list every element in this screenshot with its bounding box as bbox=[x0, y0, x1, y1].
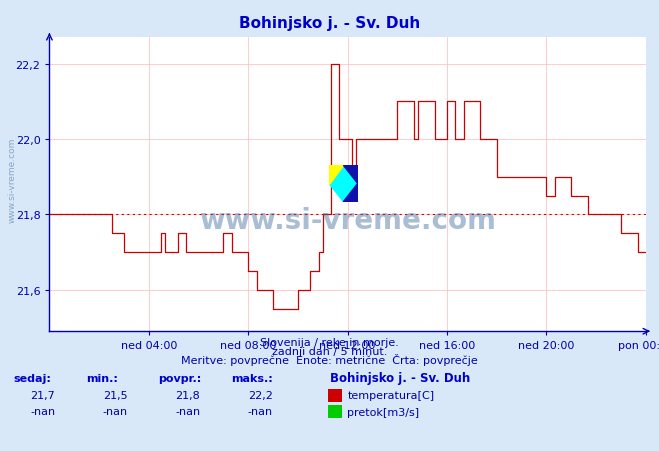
Text: www.si-vreme.com: www.si-vreme.com bbox=[199, 206, 496, 234]
Text: www.si-vreme.com: www.si-vreme.com bbox=[8, 138, 17, 223]
Text: povpr.:: povpr.: bbox=[158, 373, 202, 383]
Text: Bohinjsko j. - Sv. Duh: Bohinjsko j. - Sv. Duh bbox=[330, 371, 470, 384]
Text: 21,5: 21,5 bbox=[103, 390, 128, 400]
Text: -nan: -nan bbox=[103, 406, 128, 416]
Polygon shape bbox=[343, 166, 357, 184]
Text: Slovenija / reke in morje.: Slovenija / reke in morje. bbox=[260, 337, 399, 347]
Text: min.:: min.: bbox=[86, 373, 117, 383]
Text: -nan: -nan bbox=[248, 406, 273, 416]
Text: -nan: -nan bbox=[30, 406, 55, 416]
Text: -nan: -nan bbox=[175, 406, 200, 416]
Polygon shape bbox=[329, 166, 357, 202]
Text: temperatura[C]: temperatura[C] bbox=[347, 391, 434, 400]
Text: 21,7: 21,7 bbox=[30, 390, 55, 400]
Text: Meritve: povprečne  Enote: metrične  Črta: povprečje: Meritve: povprečne Enote: metrične Črta:… bbox=[181, 353, 478, 365]
Polygon shape bbox=[343, 184, 357, 202]
Polygon shape bbox=[329, 166, 343, 184]
Text: 22,2: 22,2 bbox=[248, 390, 273, 400]
Text: pretok[m3/s]: pretok[m3/s] bbox=[347, 407, 419, 417]
Text: zadnji dan / 5 minut.: zadnji dan / 5 minut. bbox=[272, 346, 387, 356]
Text: maks.:: maks.: bbox=[231, 373, 272, 383]
Text: 21,8: 21,8 bbox=[175, 390, 200, 400]
Text: sedaj:: sedaj: bbox=[13, 373, 51, 383]
Text: Bohinjsko j. - Sv. Duh: Bohinjsko j. - Sv. Duh bbox=[239, 16, 420, 31]
